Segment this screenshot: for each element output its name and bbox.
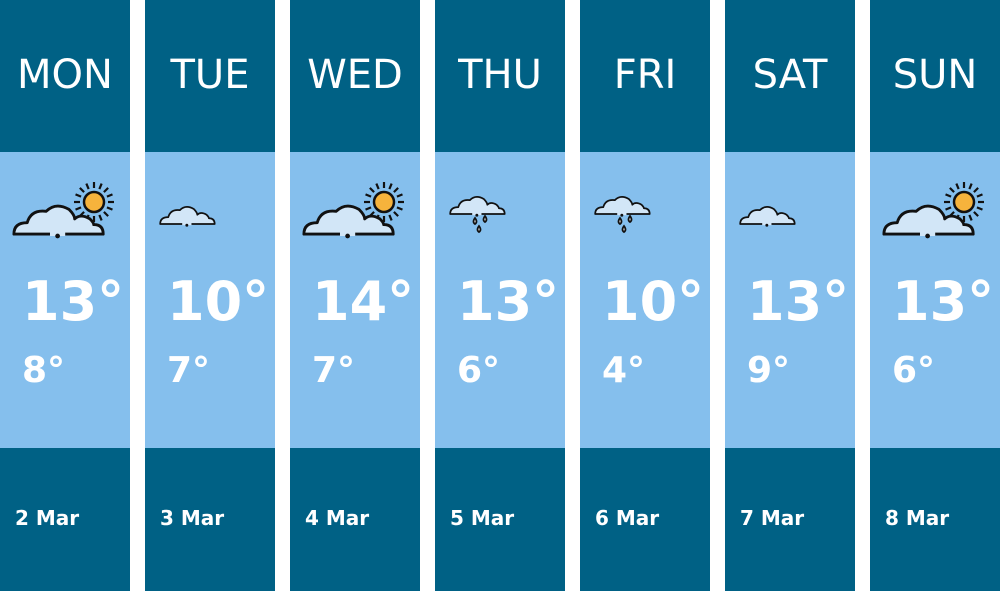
day-name: THU	[435, 0, 565, 152]
forecast-panel: 13° 9°	[725, 152, 855, 448]
day-name: FRI	[580, 0, 710, 152]
low-temperature: 6°	[892, 350, 936, 391]
cloud-icon	[739, 206, 796, 227]
date-panel: 5 Mar	[435, 448, 565, 591]
cloud-icon	[159, 206, 216, 227]
low-temperature: 7°	[167, 350, 211, 391]
date-label: 4 Mar	[305, 506, 370, 530]
day-column-fri: FRI 10° 4° 6 Mar	[580, 0, 710, 591]
day-column-thu: THU 13° 6° 5 Mar	[435, 0, 565, 591]
day-column-tue: TUE 10° 7° 3 Mar	[145, 0, 275, 591]
day-column-wed: WED 14° 7° 4 Mar	[290, 0, 420, 591]
date-panel: 6 Mar	[580, 448, 710, 591]
forecast-panel: 13° 8°	[0, 152, 130, 448]
high-temperature: 13°	[22, 270, 125, 333]
date-label: 7 Mar	[740, 506, 805, 530]
high-temperature: 13°	[747, 270, 850, 333]
high-temperature: 10°	[602, 270, 705, 333]
low-temperature: 4°	[602, 350, 646, 391]
date-label: 6 Mar	[595, 506, 660, 530]
forecast-panel: 13° 6°	[435, 152, 565, 448]
high-temperature: 13°	[892, 270, 995, 333]
high-temperature: 13°	[457, 270, 560, 333]
date-panel: 7 Mar	[725, 448, 855, 591]
partly-sunny-icon	[882, 182, 984, 239]
date-label: 5 Mar	[450, 506, 515, 530]
day-name: SUN	[870, 0, 1000, 152]
day-column-sat: SAT 13° 9° 7 Mar	[725, 0, 855, 591]
rain-icon	[449, 196, 506, 234]
date-panel: 2 Mar	[0, 448, 130, 591]
low-temperature: 8°	[22, 350, 66, 391]
high-temperature: 14°	[312, 270, 415, 333]
date-label: 2 Mar	[15, 506, 80, 530]
partly-sunny-icon	[302, 182, 404, 239]
date-label: 3 Mar	[160, 506, 225, 530]
date-panel: 3 Mar	[145, 448, 275, 591]
date-label: 8 Mar	[885, 506, 950, 530]
day-column-sun: SUN 13° 6° 8 Mar	[870, 0, 1000, 591]
forecast-panel: 10° 7°	[145, 152, 275, 448]
date-panel: 8 Mar	[870, 448, 1000, 591]
low-temperature: 9°	[747, 350, 791, 391]
day-column-mon: MON 13° 8° 2 Mar	[0, 0, 130, 591]
forecast-panel: 13° 6°	[870, 152, 1000, 448]
day-name: MON	[0, 0, 130, 152]
partly-sunny-icon	[12, 182, 114, 239]
date-panel: 4 Mar	[290, 448, 420, 591]
high-temperature: 10°	[167, 270, 270, 333]
day-name: SAT	[725, 0, 855, 152]
forecast-panel: 14° 7°	[290, 152, 420, 448]
day-name: TUE	[145, 0, 275, 152]
low-temperature: 6°	[457, 350, 501, 391]
low-temperature: 7°	[312, 350, 356, 391]
rain-icon	[594, 196, 651, 234]
day-name: WED	[290, 0, 420, 152]
forecast-panel: 10° 4°	[580, 152, 710, 448]
